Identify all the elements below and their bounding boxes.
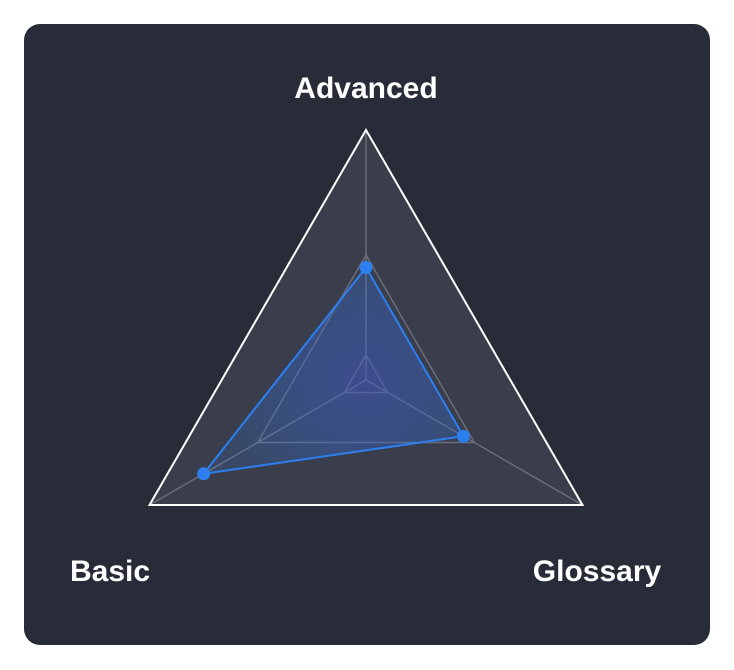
- axis-label-advanced: Advanced: [294, 72, 437, 105]
- axis-labels: Advanced Glossary Basic: [70, 72, 662, 588]
- radar-series-area: [202, 266, 465, 475]
- data-point-glossary[interactable]: [456, 429, 470, 443]
- data-point-advanced[interactable]: [359, 261, 373, 274]
- radar-outer-ring: [147, 127, 585, 506]
- axis-label-glossary: Glossary: [533, 555, 662, 588]
- axis-label-basic: Basic: [70, 555, 150, 588]
- radar-series: [197, 261, 470, 481]
- data-point-basic[interactable]: [197, 467, 211, 481]
